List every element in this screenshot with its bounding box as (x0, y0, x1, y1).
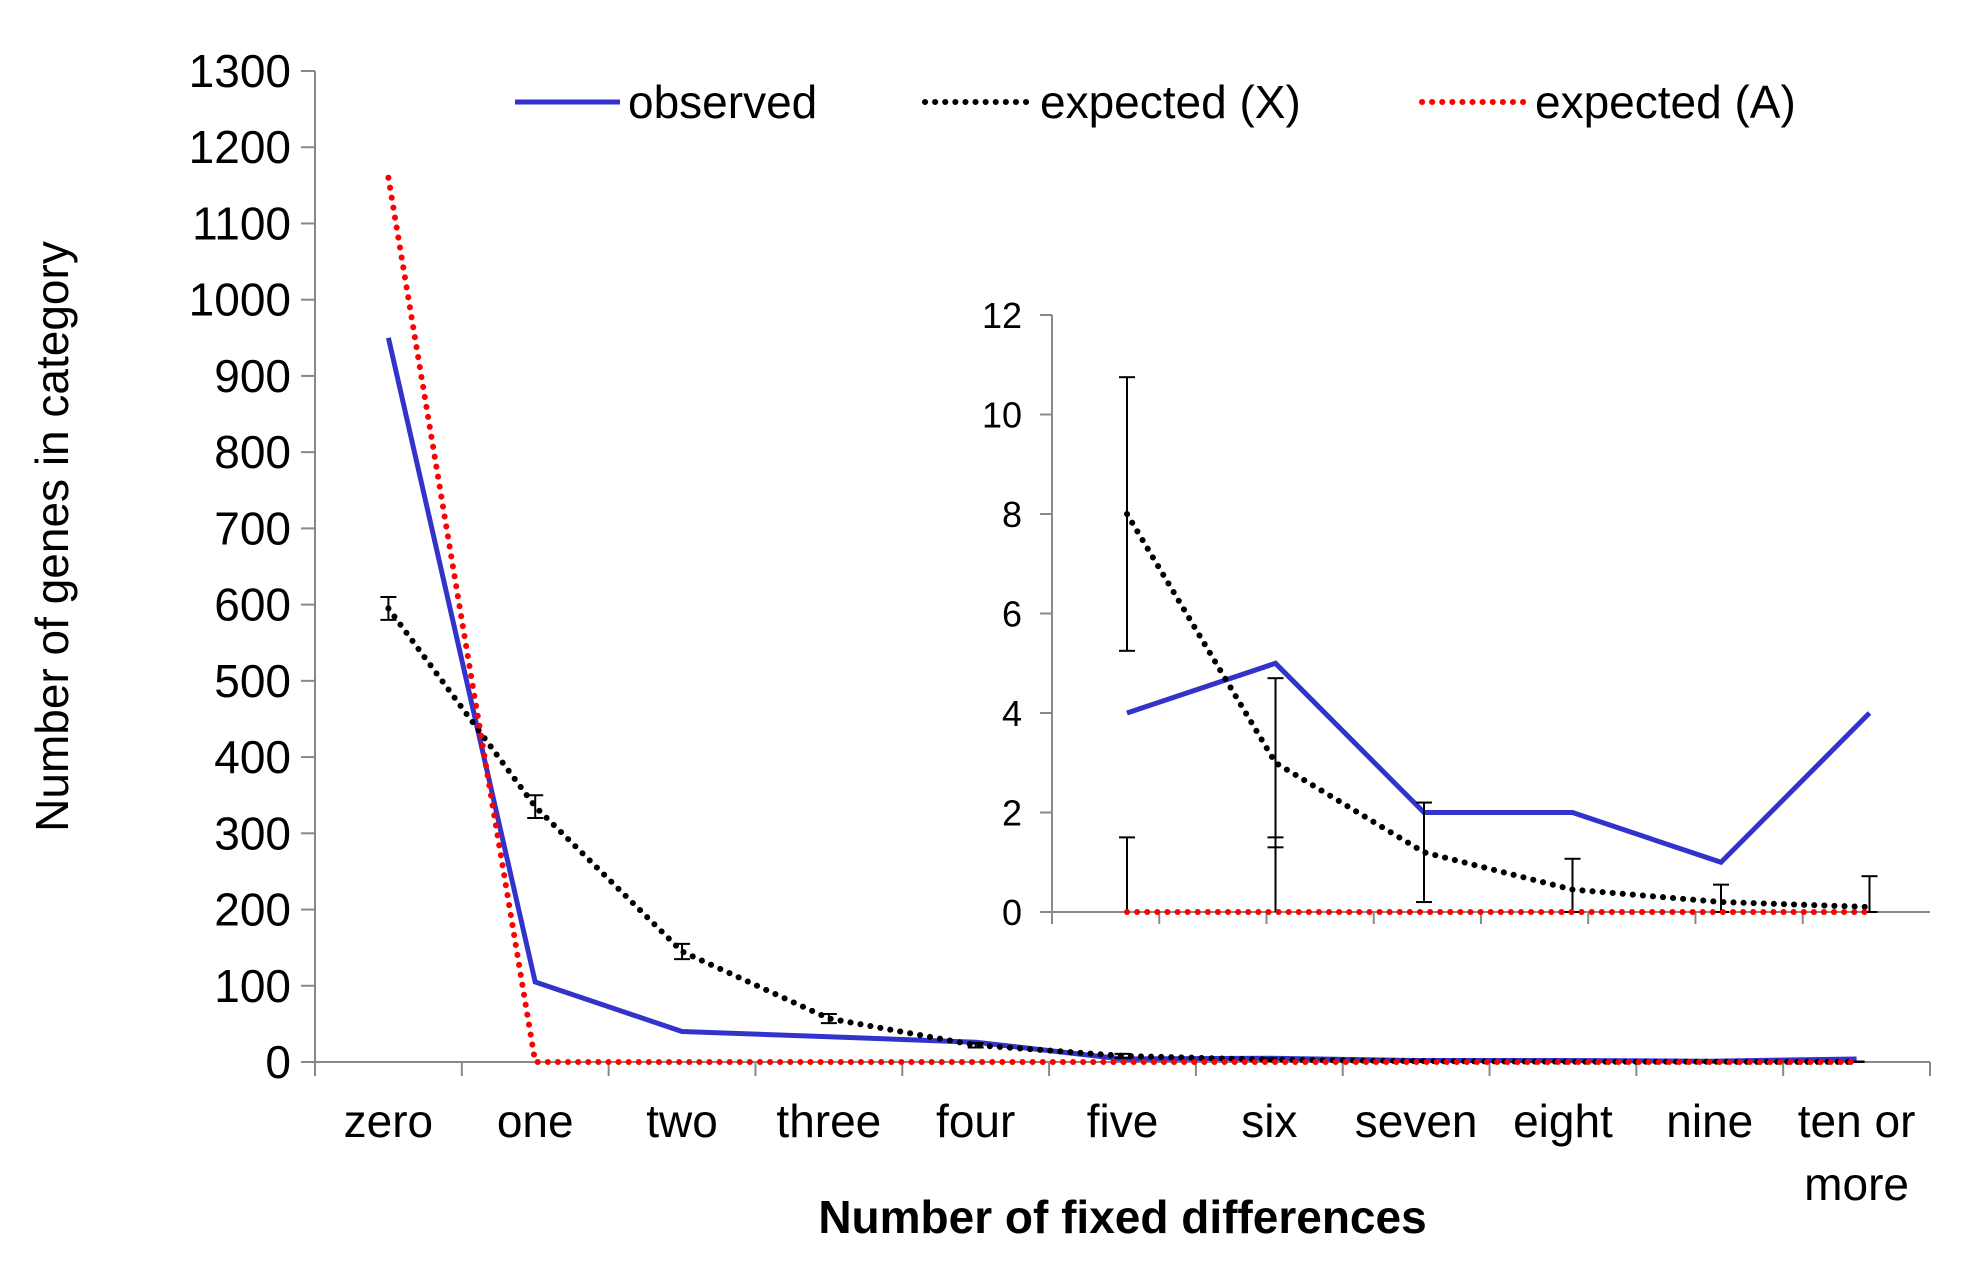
y-tick-label: 100 (214, 960, 291, 1012)
y-tick-label: 0 (265, 1036, 291, 1088)
x-tick-label: six (1241, 1095, 1297, 1147)
y-tick-label: 600 (214, 579, 291, 631)
x-tick-label: two (646, 1095, 718, 1147)
inset-observed-line (1126, 660, 1872, 866)
y-tick-label: 800 (214, 426, 291, 478)
y-tick-label: 900 (214, 350, 291, 402)
y-tick-label: 1300 (189, 45, 291, 97)
expected-a-line (385, 174, 1860, 1065)
x-tick-label: ten or more (1798, 1095, 1916, 1210)
observed-line (385, 337, 1857, 1064)
y-tick-label: 500 (214, 655, 291, 707)
y-tick-label: 700 (214, 502, 291, 554)
inset-expected-x-line (1124, 511, 1873, 910)
y-tick-label: 300 (214, 807, 291, 859)
legend-label-expected-x: expected (X) (1040, 76, 1301, 128)
legend-label-expected-a: expected (A) (1535, 76, 1796, 128)
x-tick-label: zero (344, 1095, 433, 1147)
y-axis-title: Number of genes in category (26, 241, 78, 832)
inset-y-tick-label: 10 (982, 395, 1022, 436)
x-tick-label: eight (1513, 1095, 1613, 1147)
main-plot: 0100200300400500600700800900100011001200… (26, 45, 1931, 1243)
x-tick-label: seven (1355, 1095, 1478, 1147)
y-tick-label: 200 (214, 884, 291, 936)
y-tick-label: 400 (214, 731, 291, 783)
inset-y-tick-label: 4 (1002, 693, 1022, 734)
inset-y-tick-label: 2 (1002, 793, 1022, 834)
x-tick-label: five (1087, 1095, 1159, 1147)
y-tick-label: 1000 (189, 274, 291, 326)
y-tick-label: 1100 (192, 197, 291, 249)
x-tick-label: nine (1666, 1095, 1753, 1147)
y-tick-label: 1200 (189, 121, 291, 173)
legend: observed expected (X) expected (A) (515, 76, 1796, 128)
inset-y-tick-label: 8 (1002, 494, 1022, 535)
x-tick-label: four (936, 1095, 1015, 1147)
inset-plot: 0 2 4 6 8 10 12 (982, 295, 1930, 933)
legend-label-observed: observed (628, 76, 817, 128)
x-tick-label: three (776, 1095, 881, 1147)
inset-y-tick-label: 12 (982, 295, 1022, 336)
inset-y-tick-label: 0 (1002, 892, 1022, 933)
x-axis-title: Number of fixed differences (818, 1191, 1426, 1243)
inset-y-tick-label: 6 (1002, 594, 1022, 635)
x-tick-label: one (497, 1095, 574, 1147)
